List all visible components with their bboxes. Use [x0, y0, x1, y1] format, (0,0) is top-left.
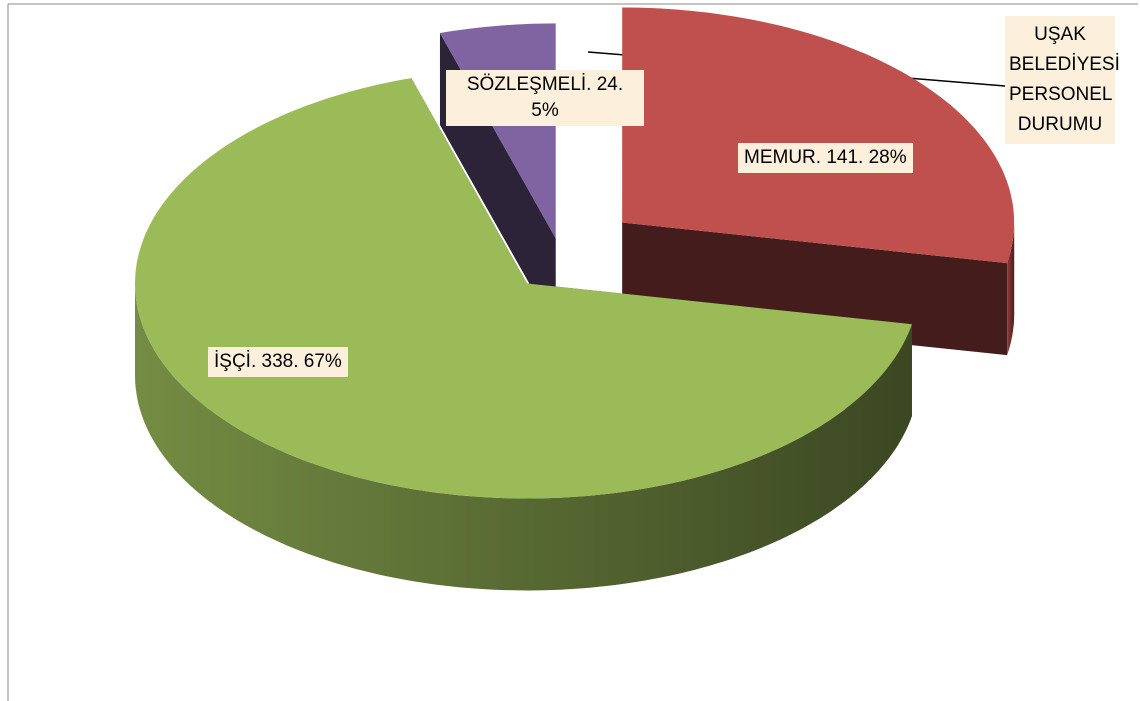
- slice-wall: [135, 283, 912, 591]
- slice: [135, 78, 912, 499]
- data-label: SÖZLEŞMELİ. 24. 5%: [446, 70, 644, 126]
- data-label: İŞÇİ. 338. 67%: [208, 347, 348, 377]
- chart-title: UŞAK BELEDİYESİ PERSONEL DURUMU: [1005, 16, 1120, 144]
- slice-wall: [1007, 222, 1015, 356]
- data-label: MEMUR. 141. 28%: [738, 143, 913, 173]
- slice: [622, 7, 1015, 264]
